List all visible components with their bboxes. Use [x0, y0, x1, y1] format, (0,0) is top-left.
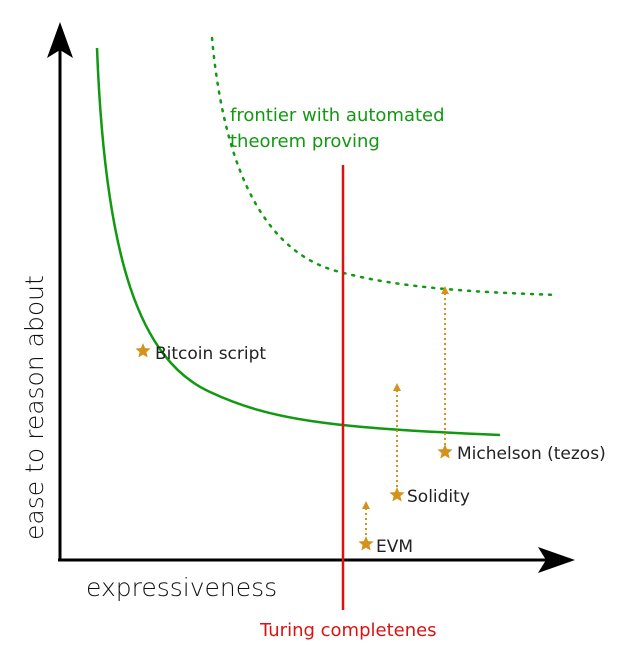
frontier-label-line2: theorem proving [230, 131, 380, 152]
solidity-label: Solidity [407, 487, 470, 507]
michelson-label: Michelson (tezos) [457, 444, 606, 464]
x-axis-arrowhead [538, 547, 575, 573]
turing-label: Turing completenes [259, 620, 437, 641]
solidity-star-icon [389, 487, 405, 502]
frontier-atp-curve [210, 36, 560, 297]
bitcoin-star-icon [135, 343, 151, 358]
bitcoin-label: Bitcoin script [155, 344, 266, 364]
frontier-curve [95, 47, 501, 437]
frontier-label-line1: frontier with automated [230, 105, 445, 126]
michelson-star-icon [437, 444, 453, 459]
y-axis-arrowhead [47, 22, 73, 58]
evm-label: EVM [376, 537, 413, 557]
y-axis-label: ease to reason about [20, 275, 49, 540]
x-axis-label: expressiveness [86, 573, 277, 602]
evm-star-icon [358, 536, 374, 551]
